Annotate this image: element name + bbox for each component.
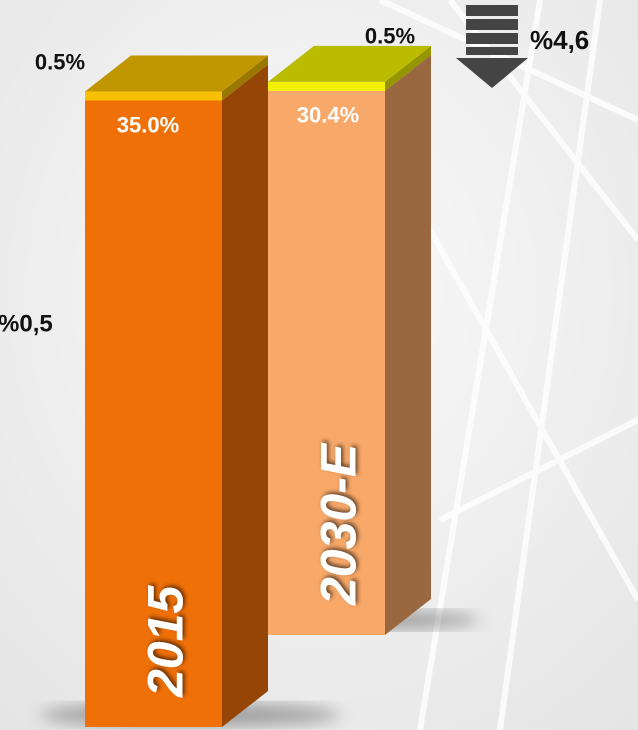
annotation: %4,6 [530, 25, 589, 55]
value-label: 35.0% [117, 112, 179, 137]
bar-segment [268, 90, 385, 636]
category-label: 2030-E [311, 442, 367, 606]
bar-top [268, 45, 431, 82]
value-label: 0.5% [365, 24, 415, 49]
down-arrow-icon [456, 5, 528, 88]
bar-side [385, 54, 431, 635]
bar-segment [85, 100, 222, 727]
bar-segment [268, 81, 385, 91]
bar-side [222, 64, 268, 727]
annotation: %0,5 [0, 310, 53, 337]
value-label: 0.5% [35, 49, 85, 74]
bar-segment [85, 91, 222, 101]
category-label: 2015 [138, 585, 194, 698]
bar-side [222, 55, 268, 101]
value-label: 30.4% [297, 103, 359, 128]
bar-top [85, 55, 268, 92]
bar-side [385, 45, 431, 91]
